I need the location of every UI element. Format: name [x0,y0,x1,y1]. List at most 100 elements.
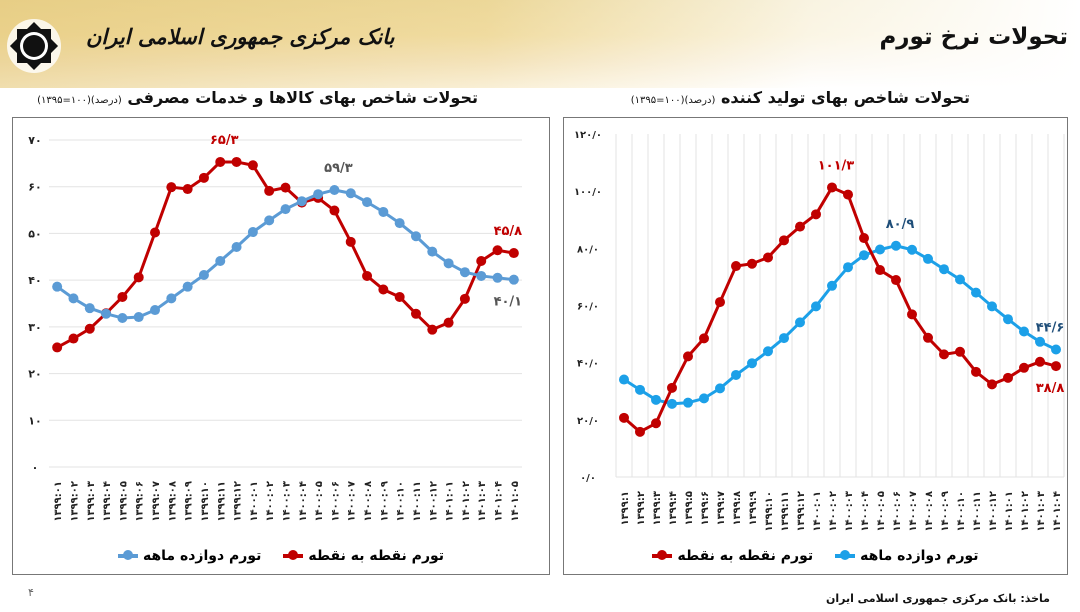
data-point [133,312,144,323]
x-tick-label: ۱۳۹۹:۱ [620,491,631,526]
data-point [907,244,917,255]
data-point [378,284,389,295]
legend-swatch-red [283,550,304,560]
data-point [635,426,645,437]
data-point [150,305,161,316]
x-tick-label: ۱۴۰۰:۰۶ [330,481,341,522]
series-line [623,185,1057,434]
x-tick-label: ۱۴۰۱:۰۳ [477,481,488,522]
data-point [1035,336,1045,347]
x-tick-label: ۱۴۰۰:۰۶ [892,491,903,532]
ppi-subtitle: (درصد)(۱۰۰=۱۳۹۵) [630,95,716,106]
x-tick-label: ۱۴۰۰:۰۸ [924,491,935,532]
x-tick-label: ۱۴۰۰:۰۳ [844,491,855,532]
data-point [971,287,981,298]
page-number: ۴ [28,586,34,599]
x-tick-label: ۱۳۹۹:۱۱ [780,491,791,532]
data-point [508,248,519,259]
data-point [182,281,193,292]
data-label: ۸۰/۹ [886,217,915,232]
x-tick-label: ۱۴۰۰:۰۱ [812,491,823,532]
legend-swatch-red [652,550,673,560]
data-point [150,227,161,238]
x-tick-label: ۱۳۹۹:۶ [700,491,711,526]
data-label: ۳۸/۸ [1036,381,1065,396]
legend-item-point: تورم نقطه به نقطه [652,548,813,564]
data-point [811,209,821,220]
y-tick-label: ۷۰ [28,134,41,147]
legend-item-annual: تورم دوازده ماهه [117,548,261,564]
data-point [923,253,933,264]
data-point [827,182,837,193]
x-tick-label: ۱۴۰۰:۰۵ [876,491,887,532]
x-tick-label: ۱۳۹۹:۲ [636,491,647,526]
data-label: ۴۴/۶ [1036,321,1065,336]
y-tick-label: ۲۰ [28,368,41,381]
data-point [84,303,95,314]
x-tick-label: ۱۴۰۰:۰۲ [265,481,276,522]
x-tick-label: ۱۴۰۰:۱۰ [956,491,967,532]
data-point [955,274,965,285]
x-tick-label: ۱۳۹۹:۱۱ [216,481,227,522]
x-tick-label: ۱۴۰۰:۰۷ [908,491,919,532]
data-point [891,275,901,286]
y-tick-label: ۴۰/۰ [577,359,599,370]
data-label: ۱۰۱/۳ [818,158,855,173]
legend-label: تورم نقطه به نقطه [677,548,814,564]
data-point [508,274,519,285]
data-label: ۴۵/۸ [494,224,523,239]
data-point [795,317,805,328]
data-point [362,197,373,208]
data-point [280,204,291,215]
data-point [1051,344,1061,355]
bank-name: بانک مرکزی جمهوری اسلامی ایران [86,24,395,49]
data-point [651,418,661,429]
data-point [410,231,421,242]
data-point [939,349,949,360]
data-point [699,333,709,344]
data-point [731,369,741,380]
cpi-legend: تورم نقطه به نقطه تورم دوازده ماهه [13,548,549,564]
data-point [410,308,421,319]
ppi-title-text: تحولات شاخص بهای تولید کننده [720,88,970,107]
x-tick-label: ۱۴۰۰:۰۹ [379,481,390,522]
x-tick-label: ۱۳۹۹:۱۰ [200,481,211,522]
data-point [280,182,291,193]
x-tick-label: ۱۴۰۰:۰۷ [347,481,358,522]
x-tick-label: ۱۴۰۰:۰۴ [298,481,309,522]
data-point [955,346,965,357]
data-point [313,189,324,200]
data-point [699,393,709,404]
x-tick-label: ۱۳۹۹:۱۰ [764,491,775,532]
y-tick-label: ۲۰/۰ [577,416,599,427]
x-tick-label: ۱۳۹۹:۰۵ [118,481,129,522]
x-tick-label: ۱۴۰۰:۰۲ [828,491,839,532]
x-tick-label: ۱۳۹۹:۷ [716,491,727,526]
data-point [939,264,949,275]
x-tick-label: ۱۴۰۱:۰۲ [1020,491,1031,532]
data-point [635,384,645,395]
cpi-chart-svg: ۰ ۱۰ ۲۰ ۳۰ ۴۰ ۵۰ ۶۰ ۷۰ ۱۳۹۹:۰۱ ۱۳۹۹:۰۲ ۱۳۹۹:۰۳ ۱۳۹۹… [28,133,523,522]
series-line [623,244,1057,406]
data-point [923,332,933,343]
x-tick-label: ۱۳۹۹:۱۲ [796,491,807,532]
legend-label: تورم نقطه به نقطه [308,548,445,564]
data-point [231,241,242,252]
data-point [117,312,128,323]
x-tick-label: ۱۴۰۰:۱۲ [988,491,999,532]
data-point [907,309,917,320]
data-point [427,246,438,257]
y-tick-label: ۰ [32,461,39,474]
x-tick-label: ۱۴۰۱:۰۵ [510,481,521,522]
legend-swatch-blue [835,550,856,560]
data-point [476,270,487,281]
data-point [747,258,757,269]
data-point [476,255,487,266]
data-point [827,280,837,291]
header-banner [0,0,1080,88]
cbi-logo-icon [7,19,61,73]
data-point [715,297,725,308]
x-tick-label: ۱۴۰۱:۰۱ [1004,491,1015,532]
data-point [1003,372,1013,383]
data-point [891,240,901,251]
